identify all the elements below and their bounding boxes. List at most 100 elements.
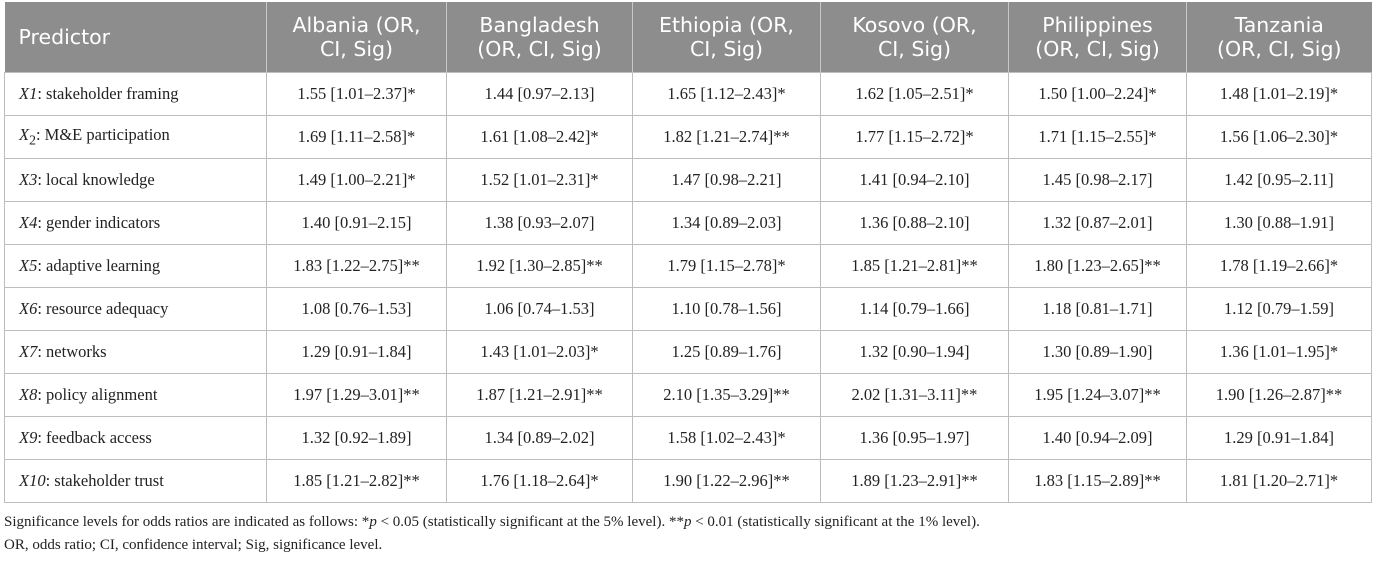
column-header-text: (OR, CI, Sig) (477, 37, 602, 61)
odds-ratio-cell: 1.34 [0.89–2.02] (446, 416, 633, 460)
odds-ratio-cell: 1.65 [1.12–2.43]* (632, 72, 821, 116)
table-row: X7: networks 1.29 [0.91–1.84] 1.43 [1.01–2… (4, 330, 1372, 374)
predictor-variable: X1 (19, 84, 38, 103)
odds-ratio-cell: 1.38 [0.93–2.07] (446, 201, 633, 245)
odds-ratio-cell: 1.40 [0.91–2.15] (266, 201, 447, 245)
odds-ratio-cell: 1.32 [0.92–1.89] (266, 416, 447, 460)
odds-ratio-cell: 1.36 [0.95–1.97] (820, 416, 1009, 460)
predictor-variable: X3 (19, 170, 38, 189)
odds-ratio-cell: 1.25 [0.89–1.76] (632, 330, 821, 374)
odds-ratio-cell: 1.44 [0.97–2.13] (446, 72, 633, 116)
odds-ratio-cell: 1.85 [1.21–2.82]** (266, 459, 447, 503)
predictor-cell: X2: M&E participation (4, 115, 267, 159)
odds-ratio-cell: 1.61 [1.08–2.42]* (446, 115, 633, 159)
column-header-country: Tanzania (OR, CI, Sig) (1186, 2, 1372, 73)
table-footnotes: Significance levels for odds ratios are … (4, 511, 1371, 557)
predictor-variable: X5 (19, 256, 38, 275)
odds-ratio-cell: 1.69 [1.11–2.58]* (266, 115, 447, 159)
column-header-text: Albania (OR, (292, 13, 421, 37)
odds-ratio-cell: 1.83 [1.22–2.75]** (266, 244, 447, 288)
column-header-text: Kosovo (OR, (852, 13, 977, 37)
odds-ratio-cell: 1.90 [1.22–2.96]** (632, 459, 821, 503)
note-text: Significance levels for odds ratios are … (4, 514, 370, 530)
predictor-label: : M&E participation (35, 125, 170, 145)
column-header-text: CI, Sig) (877, 37, 952, 61)
odds-ratio-cell: 1.62 [1.05–2.51]* (820, 72, 1009, 116)
predictor-label: : local knowledge (37, 170, 155, 189)
table-row: X3: local knowledge 1.49 [1.00–2.21]* 1.52… (4, 158, 1372, 202)
odds-ratio-cell: 1.82 [1.21–2.74]** (632, 115, 821, 159)
column-header-country: Ethiopia (OR, CI, Sig) (632, 2, 821, 73)
column-header-text: (OR, CI, Sig) (1216, 37, 1342, 61)
predictor-label: : stakeholder framing (37, 84, 179, 103)
odds-ratio-cell: 1.97 [1.29–3.01]** (266, 373, 447, 417)
predictor-label: : stakeholder trust (45, 471, 164, 490)
odds-ratio-cell: 1.36 [0.88–2.10] (820, 201, 1009, 245)
odds-ratio-cell: 1.55 [1.01–2.37]* (266, 72, 447, 116)
predictor-cell: X1: stakeholder framing (4, 72, 267, 116)
column-header-text: CI, Sig) (689, 37, 764, 61)
odds-ratio-cell: 1.14 [0.79–1.66] (820, 287, 1009, 331)
column-header-country: Philippines (OR, CI, Sig) (1008, 2, 1187, 73)
odds-ratio-cell: 2.02 [1.31–3.11]** (820, 373, 1009, 417)
odds-ratio-cell: 1.83 [1.15–2.89]** (1008, 459, 1187, 503)
odds-ratio-cell: 1.30 [0.89–1.90] (1008, 330, 1187, 374)
predictor-cell: X8: policy alignment (4, 373, 267, 417)
predictor-cell: X4: gender indicators (4, 201, 267, 245)
odds-ratio-cell: 1.49 [1.00–2.21]* (266, 158, 447, 202)
odds-ratio-cell: 1.85 [1.21–2.81]** (820, 244, 1009, 288)
table-row: X9: feedback access 1.32 [0.92–1.89] 1.34 … (4, 416, 1372, 460)
predictor-variable: X9 (19, 428, 38, 447)
table-row: X10: stakeholder trust 1.85 [1.21–2.82]**… (4, 459, 1372, 503)
column-header-predictor: Predictor (4, 2, 267, 73)
predictor-label: : networks (37, 342, 107, 361)
predictor-cell: X5: adaptive learning (4, 244, 267, 288)
predictor-cell: X7: networks (4, 330, 267, 374)
odds-ratio-cell: 1.30 [0.88–1.91] (1186, 201, 1372, 245)
odds-ratio-cell: 1.06 [0.74–1.53] (446, 287, 633, 331)
predictor-cell: X10: stakeholder trust (4, 459, 267, 503)
odds-ratio-cell: 1.43 [1.01–2.03]* (446, 330, 633, 374)
odds-ratio-cell: 1.29 [0.91–1.84] (266, 330, 447, 374)
predictor-variable: X6 (19, 299, 38, 318)
predictor-variable: X4 (19, 213, 38, 232)
odds-ratio-cell: 1.18 [0.81–1.71] (1008, 287, 1187, 331)
odds-ratio-cell: 1.08 [0.76–1.53] (266, 287, 447, 331)
odds-ratio-cell: 1.80 [1.23–2.65]** (1008, 244, 1187, 288)
table-row: X6: resource adequacy 1.08 [0.76–1.53] 1.0… (4, 287, 1372, 331)
odds-ratio-cell: 1.87 [1.21–2.91]** (446, 373, 633, 417)
predictor-label: : feedback access (37, 428, 152, 447)
odds-ratio-cell: 1.47 [0.98–2.21] (632, 158, 821, 202)
odds-ratio-cell: 1.42 [0.95–2.11] (1186, 158, 1372, 202)
odds-ratio-cell: 1.50 [1.00–2.24]* (1008, 72, 1187, 116)
odds-ratio-table-container: Predictor Albania (OR, CI, Sig) Bangladesh(… (4, 2, 1372, 557)
column-header-text: Bangladesh (479, 13, 600, 37)
odds-ratio-cell: 1.41 [0.94–2.10] (820, 158, 1009, 202)
note-text: < 0.05 (statistically significant at the… (376, 514, 684, 530)
odds-ratio-cell: 1.92 [1.30–2.85]** (446, 244, 633, 288)
column-header-text: (OR, CI, Sig) (1035, 37, 1160, 61)
header-row: Predictor Albania (OR, CI, Sig) Bangladesh(… (4, 2, 1372, 73)
predictor-cell: X6: resource adequacy (4, 287, 267, 331)
column-header-text: Philippines (1042, 13, 1153, 37)
predictor-variable: X10 (19, 471, 46, 490)
predictor-variable: X7 (19, 342, 38, 361)
odds-ratio-cell: 1.77 [1.15–2.72]* (820, 115, 1009, 159)
odds-ratio-cell: 1.89 [1.23–2.91]** (820, 459, 1009, 503)
column-header-text: Ethiopia (OR, (659, 13, 794, 37)
table-row: X4: gender indicators 1.40 [0.91–2.15] 1.3… (4, 201, 1372, 245)
note-text: < 0.01 (statistically significant at the… (691, 514, 980, 530)
odds-ratio-cell: 1.58 [1.02–2.43]* (632, 416, 821, 460)
odds-ratio-cell: 1.90 [1.26–2.87]** (1186, 373, 1372, 417)
significance-note: Significance levels for odds ratios are … (4, 511, 1371, 534)
predictor-cell: X9: feedback access (4, 416, 267, 460)
odds-ratio-cell: 1.12 [0.79–1.59] (1186, 287, 1372, 331)
odds-ratio-cell: 1.81 [1.20–2.71]* (1186, 459, 1372, 503)
odds-ratio-table: Predictor Albania (OR, CI, Sig) Bangladesh(… (4, 2, 1372, 503)
note-p-symbol: p (369, 514, 377, 530)
odds-ratio-cell: 1.79 [1.15–2.78]* (632, 244, 821, 288)
column-header-text: CI, Sig) (319, 37, 394, 61)
table-row: X2: M&E participation 1.69 [1.11–2.58]* 1.… (4, 115, 1372, 159)
odds-ratio-cell: 1.52 [1.01–2.31]* (446, 158, 633, 202)
predictor-variable: X (19, 125, 30, 145)
